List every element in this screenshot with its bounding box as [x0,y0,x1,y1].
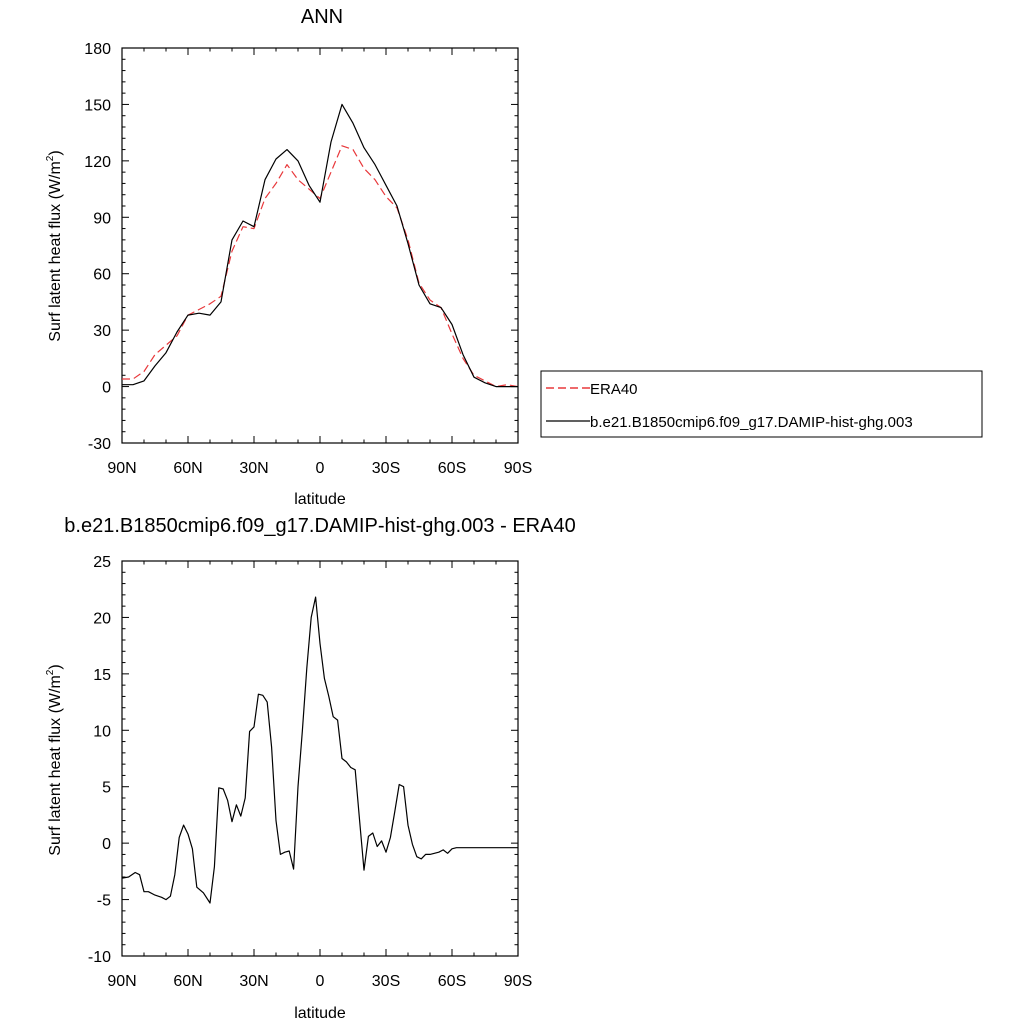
top-x-tick-label: 60S [438,460,466,477]
top-y-tick-label: -30 [88,436,111,453]
chart-title-top: ANN [301,6,343,28]
top-x-axis-label: latitude [294,491,346,508]
legend: ERA40 b.e21.B1850cmip6.f09_g17.DAMIP-his… [540,370,983,438]
top-y-tick-label: 180 [84,41,111,58]
bottom-x-tick-label: 0 [316,973,325,990]
bottom-y-tick-label: 25 [93,554,111,571]
top-x-tick-label: 30S [372,460,400,477]
top-y-tick-label: 30 [93,323,111,340]
top-x-tick-label: 0 [316,460,325,477]
bottom-axis-ticks: -10 -5 0 5 10 15 20 25 90N 60N 30N 0 30S 60S 90S [88,554,532,990]
bottom-x-tick-label: 30N [239,973,268,990]
bottom-x-tick-label: 90S [504,973,532,990]
bottom-y-axis-label-close: ) [47,664,64,669]
top-y-tick-label: 60 [93,267,111,284]
bottom-x-axis-label: latitude [294,1005,346,1022]
top-y-axis-label: Surf latent heat flux (W/m2) [45,150,64,341]
top-panel: -30 0 30 60 90 120 150 180 90N 60N 30N 0 30S 60S 90S [84,41,532,477]
top-y-axis-label-close: ) [47,150,64,155]
bottom-y-axis-label-main: Surf latent heat flux (W/m [47,675,64,856]
top-y-axis-label-main: Surf latent heat flux (W/m [47,161,64,342]
bottom-y-tick-label: 0 [102,836,111,853]
bottom-series-line-0 [121,596,518,904]
top-x-tick-label: 30N [239,460,268,477]
bottom-plot-frame [121,560,519,957]
bottom-y-axis-label-sup: 2 [45,669,56,675]
bottom-y-tick-label: 20 [93,610,111,627]
bottom-x-tick-label: 90N [107,973,136,990]
bottom-y-axis-label: Surf latent heat flux (W/m2) [45,664,64,855]
top-series-line-1 [122,103,518,388]
top-series-line-0 [122,145,519,388]
bottom-y-tick-label: 10 [93,723,111,740]
top-axis-ticks: -30 0 30 60 90 120 150 180 90N 60N 30N 0 30S 60S 90S [84,41,532,477]
bottom-x-tick-label: 30S [372,973,400,990]
top-y-tick-label: 0 [102,380,111,397]
chart-title-bottom: b.e21.B1850cmip6.f09_g17.DAMIP-hist-ghg.… [64,515,575,537]
top-plot-frame [121,47,519,444]
bottom-y-tick-label: 5 [102,780,111,797]
top-y-tick-label: 150 [84,97,111,114]
bottom-y-tick-label: -10 [88,949,111,966]
bottom-y-tick-label: -5 [97,893,111,910]
top-y-axis-label-sup: 2 [45,155,56,161]
top-x-tick-label: 90S [504,460,532,477]
legend-label-era40: ERA40 [590,381,638,398]
bottom-x-tick-label: 60S [438,973,466,990]
top-y-tick-label: 120 [84,154,111,171]
top-x-tick-label: 90N [107,460,136,477]
top-series-lines [122,103,519,388]
legend-box [540,370,983,438]
top-y-tick-label: 90 [93,210,111,227]
bottom-series-lines [121,596,518,904]
top-x-tick-label: 60N [173,460,202,477]
legend-label-model: b.e21.B1850cmip6.f09_g17.DAMIP-hist-ghg.… [590,414,913,431]
bottom-panel: -10 -5 0 5 10 15 20 25 90N 60N 30N 0 30S 60S 90S [88,554,532,990]
bottom-x-tick-label: 60N [173,973,202,990]
bottom-y-tick-label: 15 [93,667,111,684]
